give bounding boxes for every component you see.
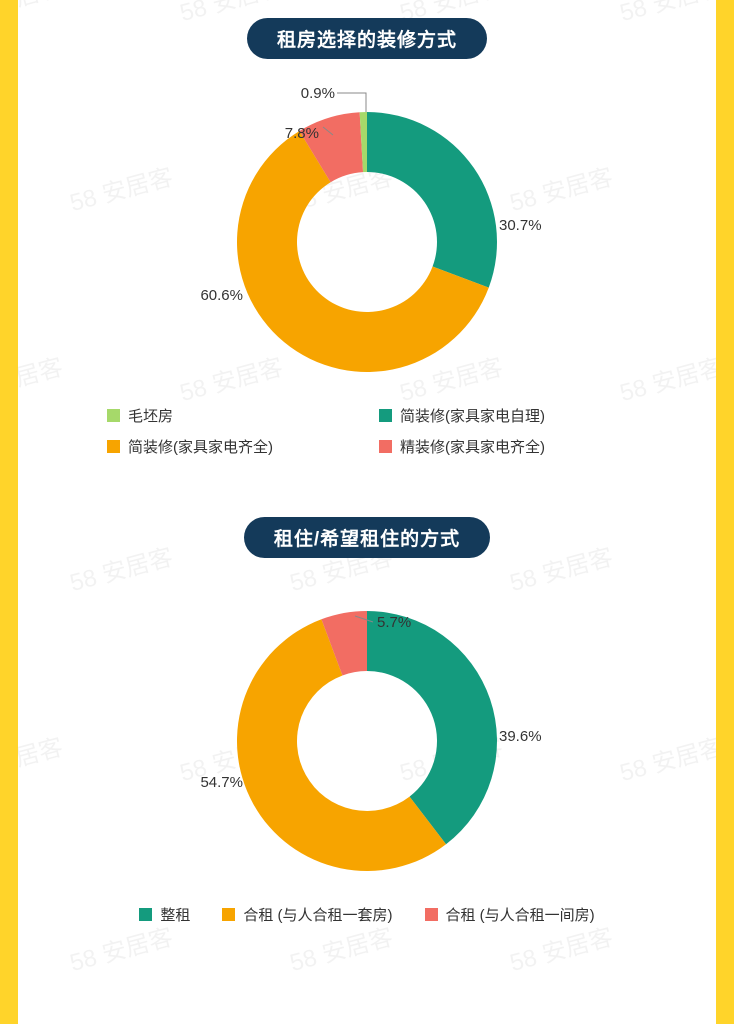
chart-slice (367, 112, 497, 288)
legend-item: 毛坯房 (107, 405, 347, 426)
leader-line (337, 93, 366, 112)
legend-item: 合租 (与人合租一间房) (425, 904, 595, 925)
legend-swatch (425, 908, 438, 921)
chart2-donut: 39.6% 54.7% 5.7% (177, 576, 557, 896)
legend-swatch (379, 440, 392, 453)
chart1-section: 租房选择的装修方式 30.7%60.6%7.8%0.9% 毛坯房简装修(家具家电… (18, 0, 716, 457)
legend-label: 毛坯房 (128, 405, 173, 426)
legend-item: 简装修(家具家电齐全) (107, 436, 347, 457)
legend-label: 合租 (与人合租一间房) (446, 904, 595, 925)
legend-label: 合租 (与人合租一套房) (243, 904, 392, 925)
legend-item: 合租 (与人合租一套房) (222, 904, 392, 925)
legend-swatch (107, 409, 120, 422)
slice-label: 0.9% (301, 85, 335, 102)
chart1-donut: 30.7% 60.6% 7.8% 0.9% (177, 77, 557, 397)
chart2-section: 租住/希望租住的方式 39.6% 54.7% 5.7% 整租 合租 (与人合租一套房)… (18, 517, 716, 925)
legend-label: 简装修(家具家电自理) (400, 405, 545, 426)
slice-label: 54.7% (200, 774, 243, 791)
chart2-legend: 整租 合租 (与人合租一套房) 合租 (与人合租一间房) (139, 904, 594, 925)
watermark-text: 58 安居客 (65, 917, 176, 978)
legend-label: 精装修(家具家电齐全) (400, 436, 545, 457)
slice-label: 30.7% (499, 217, 542, 234)
chart1-title: 租房选择的装修方式 (247, 18, 487, 59)
legend-swatch (139, 908, 152, 921)
chart1-legend: 毛坯房 简装修(家具家电自理) 简装修(家具家电齐全) 精装修(家具家电齐全) (107, 405, 627, 457)
legend-label: 简装修(家具家电齐全) (128, 436, 273, 457)
slice-label: 7.8% (285, 125, 319, 142)
watermark-text: 58 安居客 (285, 917, 396, 978)
legend-swatch (222, 908, 235, 921)
watermark-text: 58 安居客 (505, 917, 616, 978)
outer-frame: 58 安居客58 安居客58 安居客58 安居客58 安居客58 安居客58 安… (0, 0, 734, 1024)
slice-label: 60.6% (200, 287, 243, 304)
chart2-title: 租住/希望租住的方式 (244, 517, 490, 558)
legend-item: 简装修(家具家电自理) (379, 405, 619, 426)
legend-item: 整租 (139, 904, 190, 925)
slice-label: 39.6% (499, 728, 542, 745)
legend-item: 精装修(家具家电齐全) (379, 436, 619, 457)
slice-label: 5.7% (377, 614, 411, 631)
legend-swatch (379, 409, 392, 422)
legend-label: 整租 (160, 904, 190, 925)
legend-swatch (107, 440, 120, 453)
inner-panel: 58 安居客58 安居客58 安居客58 安居客58 安居客58 安居客58 安… (18, 0, 716, 1024)
